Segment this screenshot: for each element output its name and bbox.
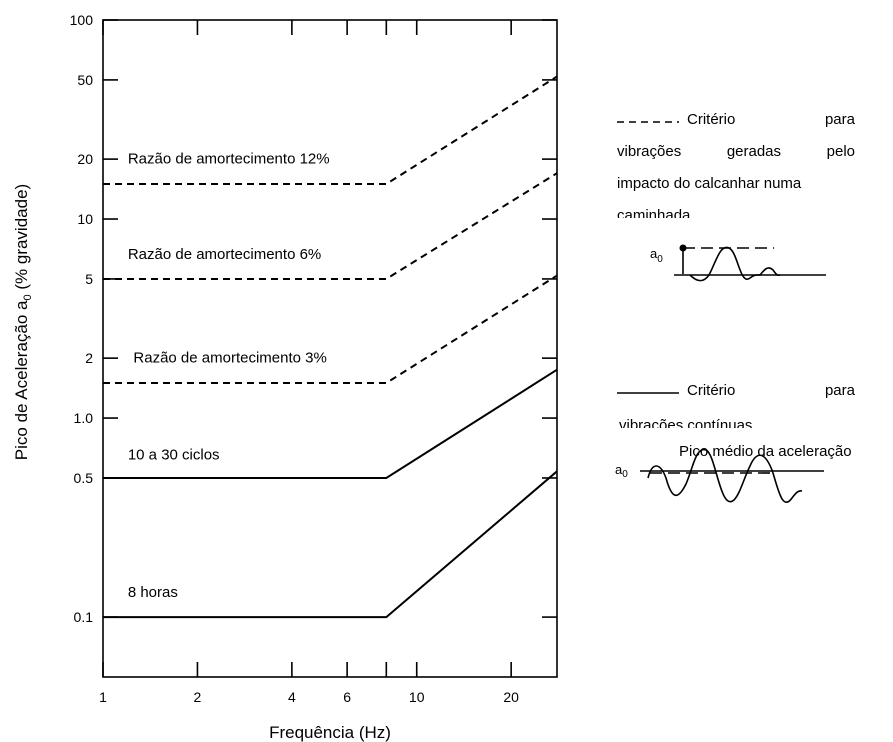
x-tick-label: 6 — [343, 689, 351, 705]
legend-dashed-text-1: Critério — [687, 111, 736, 128]
y-tick-label: 2 — [85, 350, 93, 366]
legend-dashed-row3: impacto do calcanhar numa — [617, 175, 857, 192]
x-tick-label: 4 — [288, 689, 296, 705]
legend-solid-text-1: Critério — [687, 382, 736, 399]
plot-area: 100 50 20 10 5 2 1.0 0.5 0.1 1 2 4 6 10 20 Razão de amo… — [70, 12, 558, 705]
legend-dashed-row2: vibrações geradas pelo — [617, 143, 855, 160]
series-label: Razão de amortecimento 12% — [128, 151, 330, 168]
y-axis-title-text: Pico de Aceleração a0 (% gravidade) — [12, 184, 34, 460]
continuous-a0-label: a0 — [615, 462, 628, 480]
series-label: 8 horas — [128, 584, 178, 601]
series-label: 10 a 30 ciclos — [128, 446, 220, 463]
series-line — [103, 470, 558, 619]
legend-solid-caption: Pico médio da aceleração — [679, 443, 852, 460]
legend-dashed-text-4: geradas — [726, 143, 782, 160]
y-tick-label: 0.5 — [74, 470, 94, 486]
legend-dashed-swatch — [617, 121, 679, 123]
legend-solid-swatch — [617, 392, 679, 394]
y-axis-title: Pico de Aceleração a0 (% gravidade) — [12, 184, 34, 460]
legend-dashed-row4: caminhada — [617, 200, 857, 218]
series-line — [103, 75, 558, 185]
legend-solid-row1: Critério para — [687, 382, 855, 399]
impact-a0-label: a0 — [650, 246, 663, 265]
x-tick-label: 1 — [99, 689, 107, 705]
impact-wave-diagram: a0 — [650, 244, 826, 282]
legend-dashed-row1: Critério para — [687, 111, 855, 128]
legend-solid-text-2: para — [824, 382, 855, 399]
series-label: Razão de amortecimento 6% — [128, 246, 321, 263]
legend-dashed-text-3: vibrações — [617, 143, 682, 160]
y-tick-label: 5 — [85, 271, 93, 287]
x-tick-label: 2 — [194, 689, 202, 705]
series-line — [103, 274, 558, 385]
y-tick-label: 0.1 — [74, 609, 94, 625]
x-tick-label: 20 — [503, 689, 519, 705]
legend-dashed-text-6: impacto do calcanhar numa — [617, 175, 802, 192]
y-tick-label: 50 — [77, 72, 93, 88]
legend-dashed-text-2: para — [824, 111, 855, 128]
x-axis-title: Frequência (Hz) — [269, 723, 391, 742]
series-line — [103, 172, 558, 280]
series-label: Razão de amortecimento 3% — [133, 350, 326, 367]
series-line — [103, 368, 558, 479]
y-tick-label: 20 — [77, 151, 93, 167]
legend-solid-row2: vibrações contínuas — [619, 410, 859, 428]
legend-solid-text-3: vibrações contínuas — [619, 417, 753, 428]
continuous-wave-diagram — [640, 470, 824, 472]
y-tick-label: 100 — [70, 12, 94, 28]
y-tick-label: 10 — [77, 211, 93, 227]
x-tick-label: 10 — [409, 689, 425, 705]
plot-frame — [102, 19, 558, 678]
legend-dashed-text-7: caminhada — [617, 207, 691, 218]
legend-dashed-text-5: pelo — [826, 143, 855, 160]
y-tick-label: 1.0 — [74, 410, 94, 426]
